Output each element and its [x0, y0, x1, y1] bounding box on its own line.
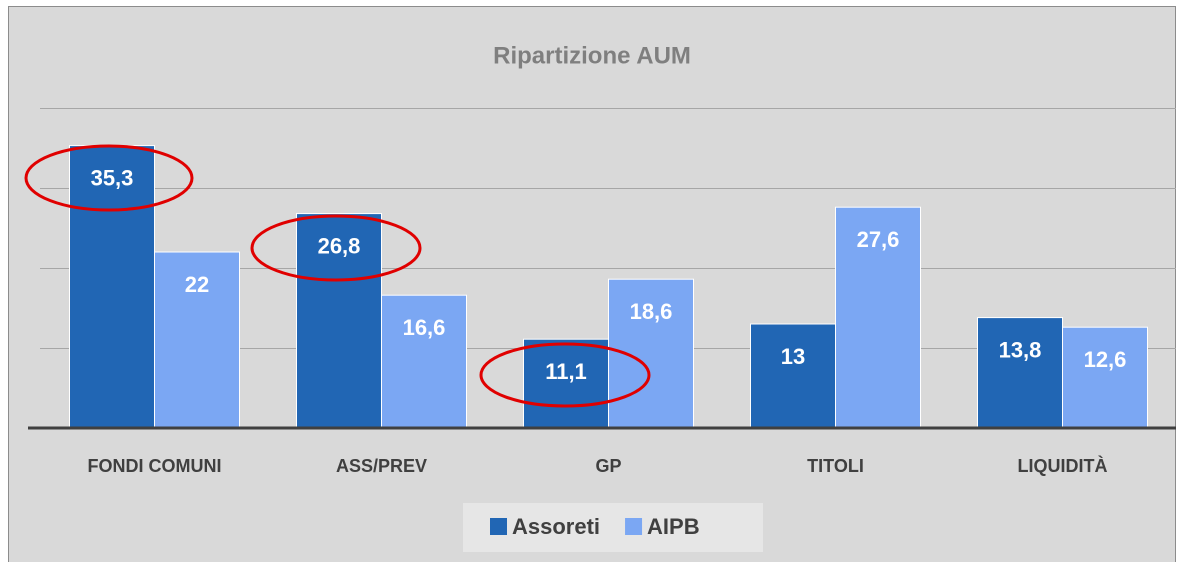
legend-label: Assoreti — [512, 514, 600, 539]
x-tick-label: FONDI COMUNI — [88, 456, 222, 476]
data-label: 12,6 — [1084, 347, 1127, 372]
legend-swatch — [625, 518, 643, 535]
data-label: 27,6 — [857, 227, 900, 252]
x-tick-label: ASS/PREV — [336, 456, 427, 476]
legend-box — [463, 503, 763, 552]
data-label: 13,8 — [999, 337, 1042, 362]
bar — [523, 338, 609, 429]
data-label: 11,1 — [545, 359, 587, 384]
bar — [381, 294, 467, 429]
bars: 35,3 26,8 11,1 13 13,8 22 16,6 18,6 27,6 12,6 — [69, 145, 1148, 429]
bar — [977, 317, 1063, 429]
bar — [69, 145, 155, 429]
bar — [835, 206, 921, 429]
bar — [750, 323, 836, 429]
bar — [154, 251, 240, 429]
x-tick-label: GP — [595, 456, 621, 476]
bar — [1062, 326, 1148, 429]
x-tick-label: LIQUIDITÀ — [1018, 455, 1108, 476]
data-label: 16,6 — [403, 315, 446, 340]
chart-title: Ripartizione AUM — [493, 42, 691, 69]
legend-swatch — [490, 518, 507, 535]
highlight-ellipse — [24, 144, 194, 212]
highlight-ellipse — [250, 214, 422, 282]
x-tick-label: TITOLI — [807, 456, 864, 476]
data-label: 35,3 — [91, 165, 134, 190]
data-label: 26,8 — [318, 233, 361, 258]
highlight-ellipse — [479, 342, 651, 408]
annotations — [24, 144, 651, 408]
data-label: 22 — [185, 272, 209, 297]
data-label: 13 — [781, 344, 805, 369]
data-label: 18,6 — [630, 299, 673, 324]
legend-label: AIPB — [647, 514, 700, 539]
